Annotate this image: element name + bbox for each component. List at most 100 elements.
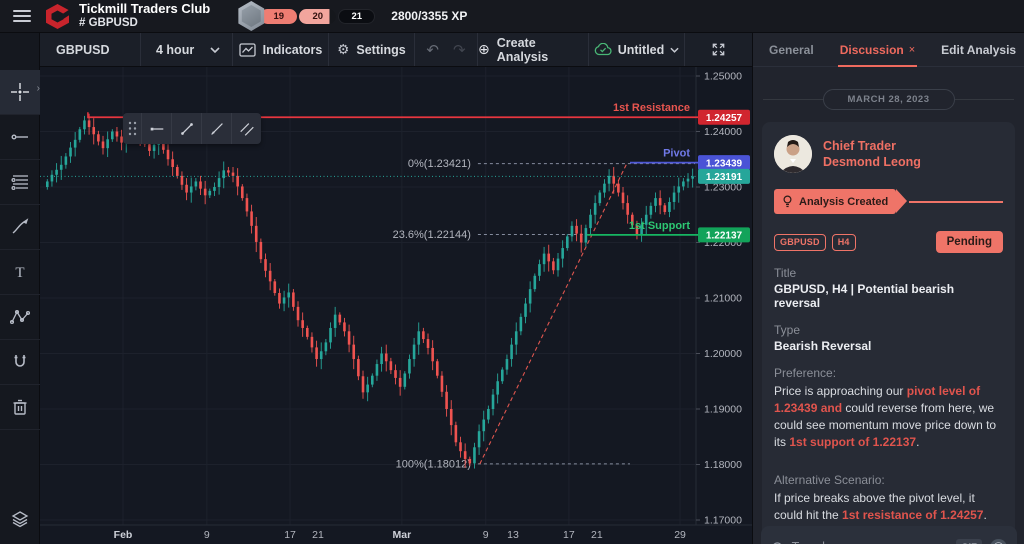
svg-text:T: T [15, 265, 24, 281]
level-widget[interactable]: 19 20 21 [236, 1, 376, 31]
indicators-icon [238, 42, 256, 57]
svg-text:23.6%(1.22144): 23.6%(1.22144) [393, 229, 471, 241]
alt-scenario-label: Alternative Scenario: [774, 473, 885, 488]
analysis-panel: General Discussion × Edit Analysis MARCH… [752, 33, 1024, 544]
trend-line-icon [11, 134, 28, 140]
level-line-pivot[interactable]: Pivot [630, 148, 700, 164]
tab-discussion[interactable]: Discussion × [837, 33, 918, 67]
svg-text:17: 17 [563, 529, 575, 541]
svg-text:1.20000: 1.20000 [704, 348, 742, 360]
message-composer[interactable]: ⊕ Type here GIF ☺ [761, 526, 1017, 544]
trend-line-tool-icon [180, 122, 193, 135]
tool-crosshair[interactable]: › [0, 70, 40, 115]
settings-label: Settings [356, 42, 406, 57]
date-label: MARCH 28, 2023 [822, 89, 955, 110]
gear-icon: ⚙ [337, 41, 350, 58]
indicators-button[interactable]: Indicators [233, 33, 328, 66]
tool-layers[interactable] [0, 502, 40, 536]
analysis-message-card: Chief Trader Desmond Leong Analysis Crea… [762, 122, 1015, 544]
tab-general[interactable]: General [769, 33, 814, 67]
svg-text:1st Support: 1st Support [629, 220, 690, 232]
svg-text:1.23000: 1.23000 [704, 182, 742, 194]
author-role: Chief Trader [823, 138, 896, 153]
svg-text:9: 9 [204, 529, 210, 541]
brand-block: Tickmill Traders Club # GBPUSD [79, 1, 210, 30]
ray-line-tool[interactable] [201, 113, 231, 144]
create-analysis-label: Create Analysis [496, 35, 549, 64]
svg-text:1.17000: 1.17000 [704, 515, 742, 527]
tool-xabcd-pattern[interactable] [0, 295, 40, 340]
analysis-created-flag: Analysis Created [774, 189, 908, 214]
tool-text[interactable]: T [0, 250, 40, 295]
document-dropdown[interactable]: Untitled [589, 33, 684, 66]
composer-placeholder[interactable]: Type here [792, 540, 949, 544]
create-analysis-button[interactable]: ⊕ Create Analysis [478, 33, 588, 66]
price-badge: 1.24257 [698, 109, 750, 125]
analysis-created-label: Analysis Created [799, 195, 889, 208]
level-pill-20: 20 [299, 8, 337, 24]
level-pills: 19 20 21 [260, 8, 376, 24]
tool-magnet[interactable] [0, 340, 40, 385]
svg-text:13: 13 [507, 529, 519, 541]
attach-plus-icon[interactable]: ⊕ [771, 538, 784, 544]
plus-circle-icon: ⊕ [478, 41, 490, 58]
drawing-tools-sidebar: › T [0, 33, 40, 544]
settings-button[interactable]: ⚙ Settings [329, 33, 414, 66]
alt-scenario-text: If price breaks above the pivot level, i… [774, 491, 987, 523]
redo-icon[interactable]: ↷ [453, 40, 466, 59]
gif-button[interactable]: GIF [956, 538, 982, 544]
tab-edit-analysis[interactable]: Edit Analysis [941, 33, 1016, 67]
history-buttons: ↶ ↷ [415, 33, 477, 66]
title-label: Title [774, 266, 797, 280]
tool-trend-line[interactable] [0, 115, 40, 160]
avatar-image [774, 135, 812, 173]
svg-text:1.24257: 1.24257 [706, 113, 743, 124]
avatar[interactable] [774, 135, 812, 173]
xabcd-pattern-icon [9, 309, 31, 325]
undo-icon[interactable]: ↶ [426, 40, 439, 59]
svg-text:1.23191: 1.23191 [706, 172, 743, 183]
trend-line-tool[interactable] [171, 113, 201, 144]
parallel-channel-tool[interactable] [231, 113, 261, 144]
emoji-icon[interactable]: ☺ [990, 538, 1007, 544]
price-badge: 1.23439 [698, 155, 750, 171]
layers-icon [11, 511, 29, 528]
tag-h4: H4 [831, 233, 856, 251]
tool-trash[interactable] [0, 385, 40, 430]
tag-gbpusd: GBPUSD [774, 233, 826, 251]
level-line-1st-support[interactable]: 1st Support [587, 220, 700, 236]
price-chart[interactable]: 1.25000 1.24000 1.23000 1.22000 1.21000 1.200… [40, 67, 752, 544]
tool-brush[interactable] [0, 205, 40, 250]
fullscreen-button[interactable] [685, 33, 752, 66]
author-row: Chief Trader Desmond Leong [774, 135, 1003, 173]
symbol-button[interactable]: GBPUSD [40, 33, 140, 66]
price-badge: 1.22137 [698, 227, 750, 243]
tool-expander-chevron[interactable]: › [36, 83, 40, 94]
svg-text:1.25000: 1.25000 [704, 71, 742, 83]
svg-text:1.22137: 1.22137 [706, 231, 743, 242]
tool-fib-lines[interactable] [0, 160, 40, 205]
pending-status-badge[interactable]: Pending [935, 231, 1003, 253]
drawing-floating-toolbar [123, 113, 261, 144]
top-header: Tickmill Traders Club # GBPUSD 19 20 21 28… [0, 0, 1024, 33]
hamburger-icon[interactable] [0, 0, 44, 33]
level-pill-21: 21 [338, 8, 376, 24]
timeframe-dropdown[interactable]: 4 hour [141, 33, 232, 66]
fib-lines-icon [11, 175, 28, 191]
banner-line [909, 200, 1003, 203]
text-icon: T [15, 265, 24, 281]
svg-text:29: 29 [674, 529, 686, 541]
fib-retracement[interactable]: 0%(1.23421) 23.6%(1.22144) 100%(1.18012) [393, 158, 695, 470]
chart-toolbar: GBPUSD 4 hour Indicators ⚙ Settings ↶ ↷ [40, 33, 752, 67]
panel-tabs: General Discussion × Edit Analysis [753, 33, 1024, 67]
level-hex-badge-inner [241, 5, 261, 27]
brush-icon [12, 218, 29, 234]
price-badge: 1.23191 [698, 168, 750, 184]
horizontal-line-tool[interactable] [141, 113, 171, 144]
close-icon[interactable]: × [908, 43, 916, 56]
drag-handle[interactable] [123, 113, 141, 144]
channel-name: # GBPUSD [79, 17, 138, 30]
svg-text:1.18000: 1.18000 [704, 459, 742, 471]
candlestick-series [46, 113, 694, 469]
